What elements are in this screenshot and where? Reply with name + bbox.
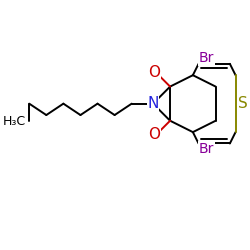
Text: N: N [147,96,159,111]
Text: O: O [148,65,160,80]
Text: Br: Br [198,142,214,156]
Text: O: O [148,128,160,142]
Text: S: S [238,96,248,111]
Text: H₃C: H₃C [2,115,26,128]
Text: Br: Br [198,51,214,65]
